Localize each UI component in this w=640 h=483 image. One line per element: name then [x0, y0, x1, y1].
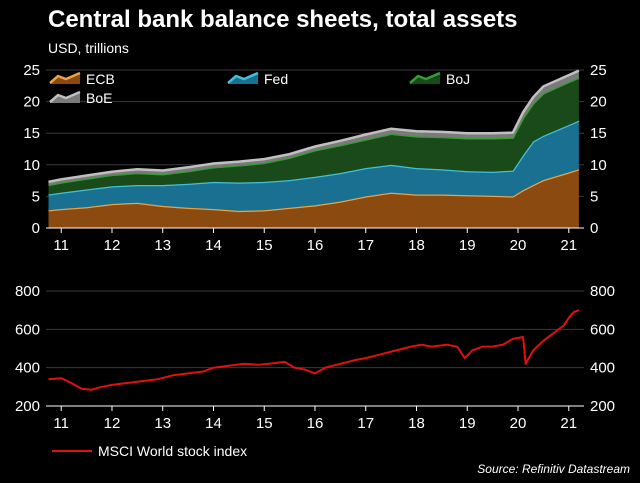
- legend-item-ecb: ECB: [49, 71, 115, 87]
- legend-item-msci: MSCI World stock index: [52, 443, 247, 459]
- y-tick-label-right: 600: [590, 321, 615, 338]
- area-ecb: [48, 169, 579, 228]
- x-tick-label: 19: [459, 237, 476, 254]
- x-tick-label: 20: [510, 415, 527, 432]
- line-boe: [48, 69, 580, 184]
- y-tick-label-right: 0: [590, 220, 598, 237]
- legend-item-fed: Fed: [227, 71, 288, 87]
- x-tick-label: 20: [510, 237, 527, 254]
- x-tick-label: 19: [459, 415, 476, 432]
- legend-label-ecb: ECB: [86, 71, 115, 87]
- x-tick-label: 18: [408, 415, 425, 432]
- y-tick-label-right: 15: [590, 125, 607, 142]
- legend-line-boj: [409, 71, 441, 84]
- legend-swatch-fed: [228, 73, 258, 84]
- legend-swatch-boj: [410, 73, 440, 84]
- x-tick-label: 21: [560, 415, 577, 432]
- legend-item-boe: BoE: [49, 90, 112, 106]
- y-tick-label-right: 800: [590, 283, 615, 300]
- chart-source: Source: Refinitiv Datastream: [477, 462, 630, 476]
- x-tick-label: 18: [408, 237, 425, 254]
- x-tick-label: 15: [256, 237, 273, 254]
- y-tick-label-left: 20: [23, 94, 40, 111]
- x-tick-label: 17: [357, 237, 374, 254]
- legend-line-ecb: [49, 71, 81, 84]
- legend-line-fed: [227, 71, 259, 84]
- y-tick-label-right: 20: [590, 94, 607, 111]
- y-tick-label-right: 5: [590, 188, 598, 205]
- stock-index-line-chart: 200 200 400 400 600 600 800 800 11 12 13 14 15 16 17 18…: [15, 283, 615, 459]
- x-tick-label: 16: [307, 415, 324, 432]
- chart-title: Central bank balance sheets, total asset…: [48, 6, 518, 33]
- legend-swatch-ecb: [50, 73, 80, 84]
- x-tick-label: 16: [307, 237, 324, 254]
- y-tick-label-right: 25: [590, 62, 607, 79]
- y-tick-label-left: 0: [32, 220, 40, 237]
- y-tick-label-right: 200: [590, 398, 615, 415]
- y-tick-label-left: 10: [23, 157, 40, 174]
- legend-label-fed: Fed: [264, 71, 288, 87]
- y-tick-label-left: 5: [32, 188, 40, 205]
- x-tick-label: 12: [104, 415, 121, 432]
- line-msci-world: [48, 309, 580, 391]
- y-tick-label-left: 800: [15, 283, 40, 300]
- x-tick-label: 14: [205, 237, 222, 254]
- x-tick-label: 14: [205, 415, 222, 432]
- x-tick-label: 17: [357, 415, 374, 432]
- x-tick-label: 13: [154, 237, 171, 254]
- legend-label-msci: MSCI World stock index: [98, 443, 247, 459]
- legend-label-boj: BoJ: [446, 71, 470, 87]
- x-tick-label: 13: [154, 415, 171, 432]
- y-tick-label-right: 10: [590, 157, 607, 174]
- x-tick-label: 11: [53, 415, 69, 432]
- y-tick-label-left: 200: [15, 398, 40, 415]
- y-tick-label-left: 600: [15, 321, 40, 338]
- legend-line-boe: [49, 90, 81, 103]
- chart-subtitle: USD, trillions: [48, 40, 129, 56]
- y-tick-label-left: 400: [15, 360, 40, 377]
- legend-swatch-boe: [50, 92, 80, 103]
- area-boj: [48, 77, 579, 195]
- y-tick-label-right: 400: [590, 360, 615, 377]
- y-tick-label-left: 15: [23, 125, 40, 142]
- legend-item-boj: BoJ: [409, 71, 470, 87]
- x-tick-label: 12: [104, 237, 121, 254]
- area-fed: [48, 120, 579, 211]
- x-tick-label: 11: [53, 237, 69, 254]
- x-tick-label: 15: [256, 415, 273, 432]
- legend-label-boe: BoE: [86, 90, 112, 106]
- stacked-area-chart: 0 0 5 5 10 10 15 15 20 20 25 25 11 12 13 14 15 16 17 18 19 20…: [23, 62, 606, 254]
- y-tick-label-left: 25: [23, 62, 40, 79]
- x-tick-label: 21: [560, 237, 577, 254]
